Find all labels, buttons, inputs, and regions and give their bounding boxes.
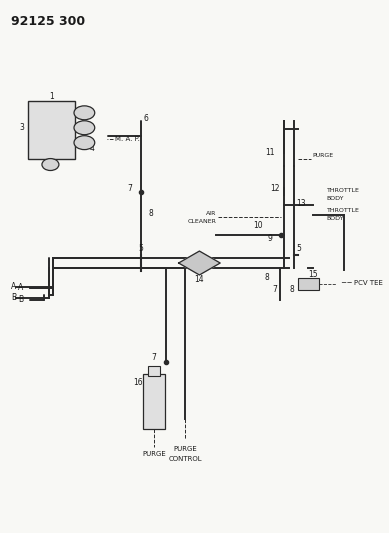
Text: THROTTLE: THROTTLE [327, 188, 359, 193]
Text: 7: 7 [127, 184, 132, 193]
Bar [143, 375, 165, 429]
Text: A: A [11, 282, 16, 292]
Text: PURGE: PURGE [142, 451, 166, 457]
Text: A: A [18, 284, 24, 293]
Text: CLEANER: CLEANER [187, 219, 216, 224]
Text: BODY: BODY [327, 216, 344, 221]
Text: 3: 3 [20, 123, 25, 132]
Text: B: B [81, 128, 86, 133]
Text: 15: 15 [308, 270, 317, 279]
Text: B: B [18, 295, 23, 304]
Text: 6: 6 [143, 114, 148, 123]
Text: 8: 8 [265, 273, 270, 282]
Text: 8: 8 [148, 209, 153, 218]
Text: 12: 12 [270, 184, 280, 193]
Text: 13: 13 [296, 199, 306, 208]
Text: 11: 11 [265, 148, 275, 157]
Text: 5: 5 [296, 244, 301, 253]
Text: 10: 10 [253, 221, 263, 230]
Text: B: B [11, 293, 16, 302]
Text: ─ ─ PCV TEE: ─ ─ PCV TEE [341, 280, 383, 286]
Text: 7: 7 [272, 285, 277, 294]
Text: 5: 5 [138, 244, 144, 253]
Text: M. A. P.: M. A. P. [114, 136, 139, 142]
Text: CONTROL: CONTROL [168, 456, 202, 462]
Polygon shape [179, 251, 220, 275]
Text: THROTTLE: THROTTLE [327, 208, 359, 213]
Text: 4: 4 [89, 144, 95, 153]
Ellipse shape [74, 106, 95, 120]
Ellipse shape [42, 158, 59, 171]
Text: A: A [81, 119, 86, 124]
Text: 8: 8 [289, 285, 294, 294]
Text: 16: 16 [133, 378, 143, 387]
Text: 9: 9 [268, 233, 273, 243]
Text: 7: 7 [152, 353, 157, 362]
Bar [298, 278, 319, 290]
Bar [149, 367, 160, 376]
Text: AIR: AIR [206, 211, 216, 216]
Ellipse shape [74, 136, 95, 150]
Text: 14: 14 [194, 276, 204, 285]
Bar [28, 101, 75, 158]
Text: PURGE: PURGE [313, 153, 334, 158]
Text: 2: 2 [87, 108, 91, 117]
Ellipse shape [74, 121, 95, 135]
Text: BODY: BODY [327, 196, 344, 201]
Text: PURGE: PURGE [173, 446, 197, 452]
Text: 1: 1 [49, 92, 54, 101]
Text: 92125 300: 92125 300 [11, 15, 85, 28]
